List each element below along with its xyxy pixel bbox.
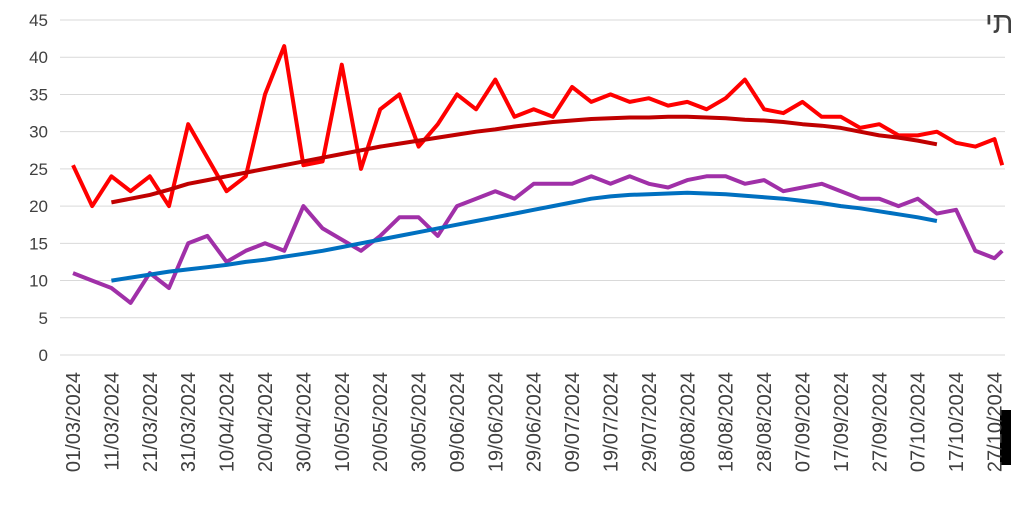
- chart-title: נגבה 2024 מול רב שנתי: [985, 7, 1011, 40]
- x-tick-label: 07/09/2024: [793, 372, 815, 472]
- y-tick-label: 15: [29, 234, 48, 253]
- x-tick-label: 31/03/2024: [178, 372, 200, 472]
- y-tick-label: 10: [29, 272, 48, 291]
- y-tick-label: 5: [39, 309, 48, 328]
- x-tick-label: 19/06/2024: [485, 372, 507, 472]
- x-tick-label: 18/08/2024: [716, 372, 738, 472]
- x-tick-label: 27/09/2024: [869, 372, 891, 472]
- x-tick-label: 07/10/2024: [908, 372, 930, 472]
- y-tick-label: 30: [29, 123, 48, 142]
- x-tick-label: 09/06/2024: [447, 372, 469, 472]
- x-tick-label: 17/10/2024: [946, 372, 968, 472]
- x-tick-label: 30/05/2024: [409, 372, 431, 472]
- y-tick-label: 20: [29, 197, 48, 216]
- data-line: [111, 190, 938, 283]
- x-tick-label: 29/07/2024: [639, 372, 661, 472]
- x-tick-label: 21/03/2024: [140, 372, 162, 472]
- y-tick-label: 0: [39, 346, 48, 365]
- x-tick-label: 19/07/2024: [601, 372, 623, 472]
- y-tick-label: 25: [29, 160, 48, 179]
- data-line: [72, 174, 1004, 305]
- y-tick-label: 40: [29, 48, 48, 67]
- x-tick-label: 20/04/2024: [255, 372, 277, 472]
- x-tick-label: 01/03/2024: [63, 372, 85, 472]
- x-tick-label: 29/06/2024: [524, 372, 546, 472]
- data-line: [71, 44, 1005, 209]
- x-tick-label: 10/04/2024: [217, 372, 239, 472]
- x-tick-label: 30/04/2024: [293, 372, 315, 472]
- x-tick-label: 08/08/2024: [677, 372, 699, 472]
- x-tick-label: 11/03/2024: [101, 372, 123, 471]
- edge-artifact: [1000, 410, 1011, 465]
- x-tick-label: 20/05/2024: [370, 372, 392, 472]
- x-tick-label: 09/07/2024: [562, 372, 584, 472]
- y-tick-label: 35: [29, 85, 48, 104]
- x-tick-label: 28/08/2024: [754, 372, 776, 472]
- x-tick-label: 17/09/2024: [831, 372, 853, 472]
- x-tick-label: 27/10/2024: [984, 372, 1006, 472]
- x-tick-label: 10/05/2024: [332, 372, 354, 472]
- y-tick-label: 45: [29, 11, 48, 30]
- data-line: [111, 114, 938, 205]
